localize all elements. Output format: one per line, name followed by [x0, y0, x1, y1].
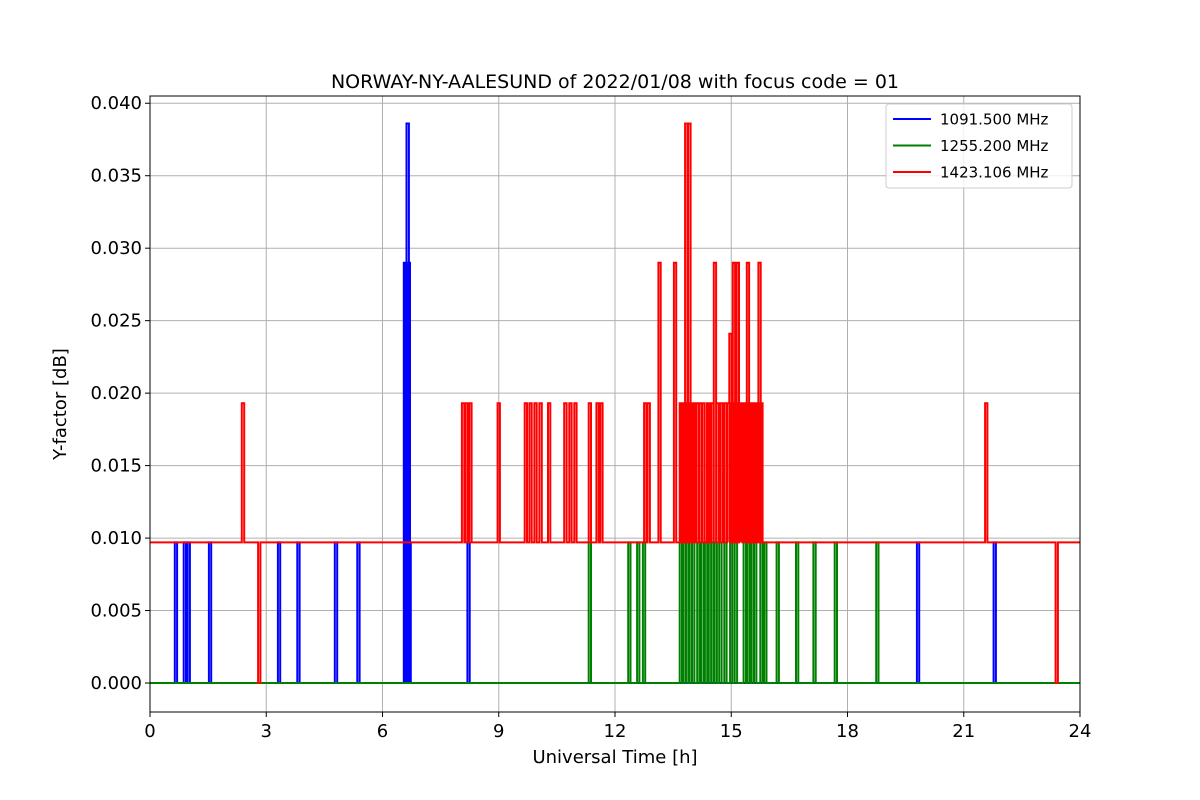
y-tick-label: 0.040 — [90, 93, 142, 114]
y-tick-label: 0.030 — [90, 238, 142, 259]
y-tick-label: 0.035 — [90, 166, 142, 187]
x-tick-label: 15 — [720, 721, 743, 742]
legend-label: 1091.500 MHz — [940, 111, 1049, 129]
series-line-2 — [150, 541, 1080, 684]
x-tick-label: 21 — [952, 721, 975, 742]
y-tick-label: 0.015 — [90, 456, 142, 477]
x-tick-label: 0 — [144, 721, 155, 742]
y-tick-label: 0.020 — [90, 383, 142, 404]
y-axis: 0.000 0.005 0.010 0.015 0.020 0.025 0.030 0.035… — [90, 93, 150, 694]
x-tick-label: 24 — [1069, 721, 1092, 742]
legend-label: 1423.106 MHz — [940, 164, 1049, 182]
x-tick-label: 12 — [604, 721, 627, 742]
y-tick-label: 0.010 — [90, 528, 142, 549]
x-tick-label: 9 — [493, 721, 504, 742]
chart-title: NORWAY-NY-AALESUND of 2022/01/08 with fo… — [331, 71, 899, 93]
y-tick-label: 0.025 — [90, 311, 142, 332]
series-line-3 — [150, 122, 1080, 684]
y-tick-label: 0.000 — [90, 673, 142, 694]
y-axis-label: Y-factor [dB] — [50, 348, 71, 461]
legend-label: 1255.200 MHz — [940, 137, 1049, 155]
x-tick-label: 3 — [261, 721, 272, 742]
legend: 1091.500 MHz 1255.200 MHz 1423.106 MHz — [885, 103, 1073, 189]
legend-box — [885, 103, 1073, 189]
x-axis: 0 3 6 9 12 15 18 21 24 — [144, 712, 1091, 742]
x-tick-label: 6 — [377, 721, 388, 742]
series-layer — [150, 122, 1080, 684]
x-tick-label: 18 — [836, 721, 859, 742]
y-tick-label: 0.005 — [90, 601, 142, 622]
x-axis-label: Universal Time [h] — [532, 747, 697, 768]
